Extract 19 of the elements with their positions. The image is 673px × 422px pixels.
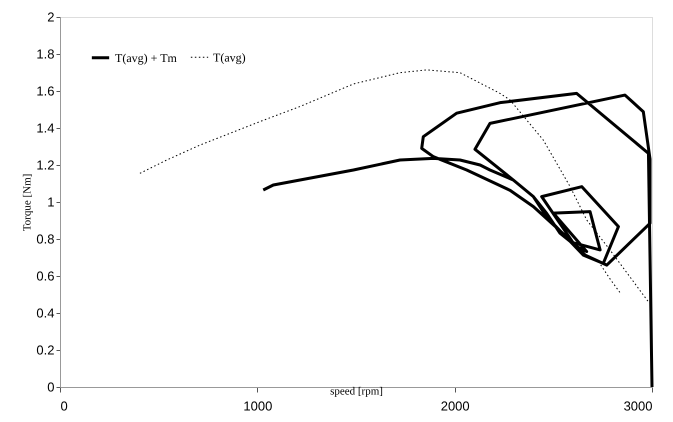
legend-label: T(avg) + Tm xyxy=(115,50,178,65)
x-tick-label: 0 xyxy=(60,398,68,414)
y-tick-label: 0.4 xyxy=(36,306,54,320)
y-tick-label: 1.8 xyxy=(36,46,54,62)
y-tick-label: 1.6 xyxy=(36,84,54,98)
y-tick-label: 1 xyxy=(47,194,54,210)
y-tick-label: 2 xyxy=(47,10,54,24)
y-tick-label: 0.2 xyxy=(36,342,54,358)
y-tick-label: 0 xyxy=(47,380,54,394)
legend-label: T(avg) xyxy=(213,50,246,64)
y-tick-label: 1.2 xyxy=(36,158,54,172)
x-tick-label: 1000 xyxy=(243,398,272,414)
y-tick-label: 0.8 xyxy=(36,232,54,246)
x-tick-label: 2000 xyxy=(440,398,470,414)
y-axis-title: Torque [Nm] xyxy=(21,174,34,232)
y-tick-label: 0.6 xyxy=(36,268,54,284)
y-tick-label: 1.4 xyxy=(36,120,54,136)
x-axis-title: speed [rpm] xyxy=(330,386,383,398)
x-tick-label: 3000 xyxy=(624,398,652,414)
